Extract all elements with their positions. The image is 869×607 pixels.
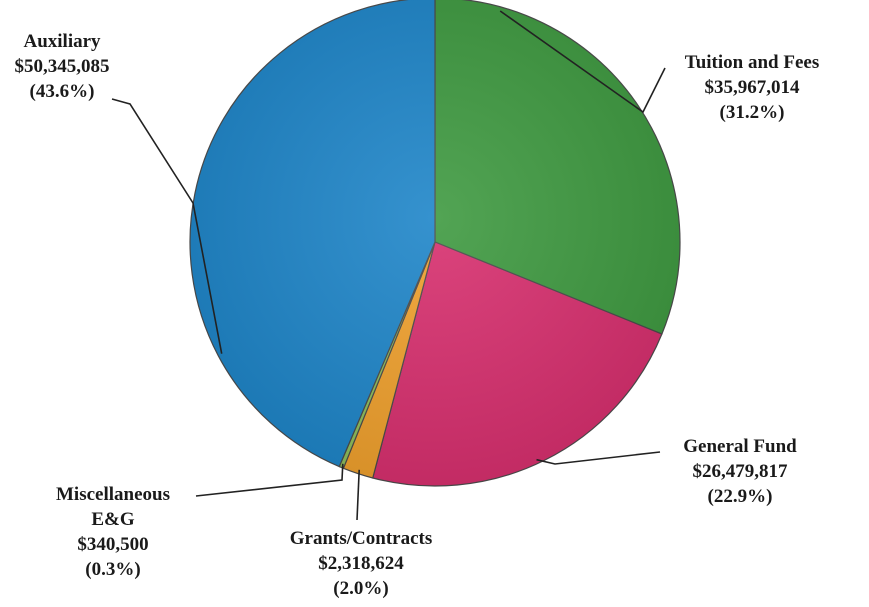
pie-shading	[190, 0, 680, 486]
leader-line-grants-contracts	[356, 469, 360, 521]
data-label-miscellaneous-eandg: Miscellaneous E&G $340,500 (0.3%)	[56, 484, 170, 580]
leader-line-general-fund	[536, 451, 661, 465]
data-label-tuition-and-fees: Tuition and Fees $35,967,014 (31.2%)	[685, 52, 819, 123]
leader-line-miscellaneous-eandg	[195, 463, 344, 497]
leader-line-tuition-and-fees	[499, 10, 666, 114]
data-label-general-fund: General Fund $26,479,817 (22.9%)	[683, 436, 797, 507]
leader-line-auxiliary	[111, 98, 223, 354]
data-label-auxiliary: Auxiliary $50,345,085 (43.6%)	[15, 31, 110, 102]
data-label-grants-contracts: Grants/Contracts $2,318,624 (2.0%)	[290, 528, 432, 599]
